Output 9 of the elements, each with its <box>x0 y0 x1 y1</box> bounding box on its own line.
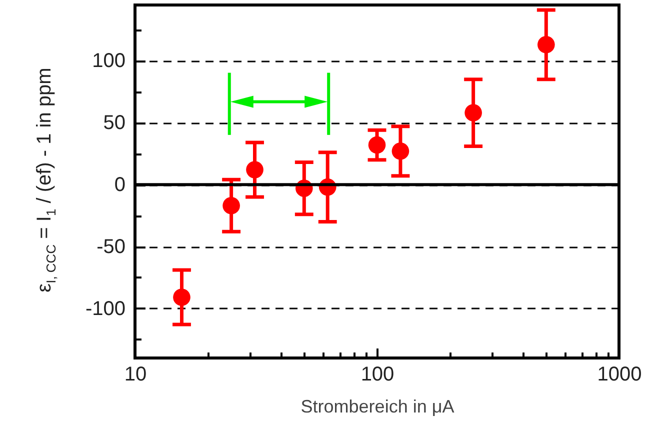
y-tick-label: 50 <box>103 112 126 134</box>
y-tick-label: 100 <box>92 50 126 72</box>
y-tick-label: 0 <box>114 174 126 196</box>
y-tick-label: -50 <box>96 236 126 258</box>
y-tick-label: -100 <box>85 298 126 320</box>
x-tick-label: 10 <box>124 364 147 386</box>
x-tick-label: 1000 <box>597 364 642 386</box>
x-tick-label: 100 <box>360 364 394 386</box>
x-axis-title: Strombereich in μA <box>300 396 454 416</box>
